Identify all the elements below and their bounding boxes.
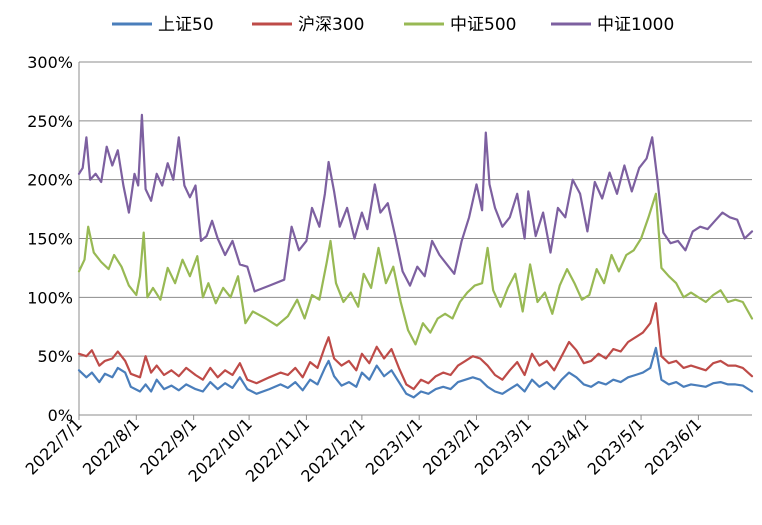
x-tick-label: 2023/6/1 xyxy=(641,414,705,478)
series-lines xyxy=(77,113,754,399)
legend-label: 中证1000 xyxy=(597,15,674,35)
x-tick-label: 2022/8/1 xyxy=(79,414,143,478)
y-tick-label: 150% xyxy=(27,230,73,249)
series-line xyxy=(77,346,754,399)
y-tick-label: 250% xyxy=(27,112,73,131)
series-line xyxy=(77,302,754,391)
x-tick-label: 2023/1/1 xyxy=(362,414,426,478)
y-tick-label: 0% xyxy=(48,406,73,425)
legend-label: 中证500 xyxy=(450,15,516,35)
x-axis-ticks: 2022/7/12022/8/12022/9/12022/10/12022/11… xyxy=(22,414,706,485)
y-axis-ticks: 0% 50% 100% 150% 200% 250% 300% xyxy=(27,53,73,425)
x-tick-label: 2023/4/1 xyxy=(528,414,592,478)
x-tick-label: 2023/3/1 xyxy=(471,414,535,478)
y-tick-label: 100% xyxy=(27,288,73,307)
x-tick-label: 2023/5/1 xyxy=(584,414,648,478)
y-tick-label: 300% xyxy=(27,53,73,72)
legend-label: 沪深300 xyxy=(298,15,364,35)
legend: 上证50 沪深300 中证500 中证1000 xyxy=(112,15,674,35)
series-line xyxy=(77,113,754,293)
series-line xyxy=(77,192,754,346)
y-tick-label: 50% xyxy=(37,347,73,366)
legend-label: 上证50 xyxy=(158,15,214,35)
axes xyxy=(78,62,752,416)
y-tick-label: 200% xyxy=(27,171,73,190)
gridlines xyxy=(79,61,752,357)
